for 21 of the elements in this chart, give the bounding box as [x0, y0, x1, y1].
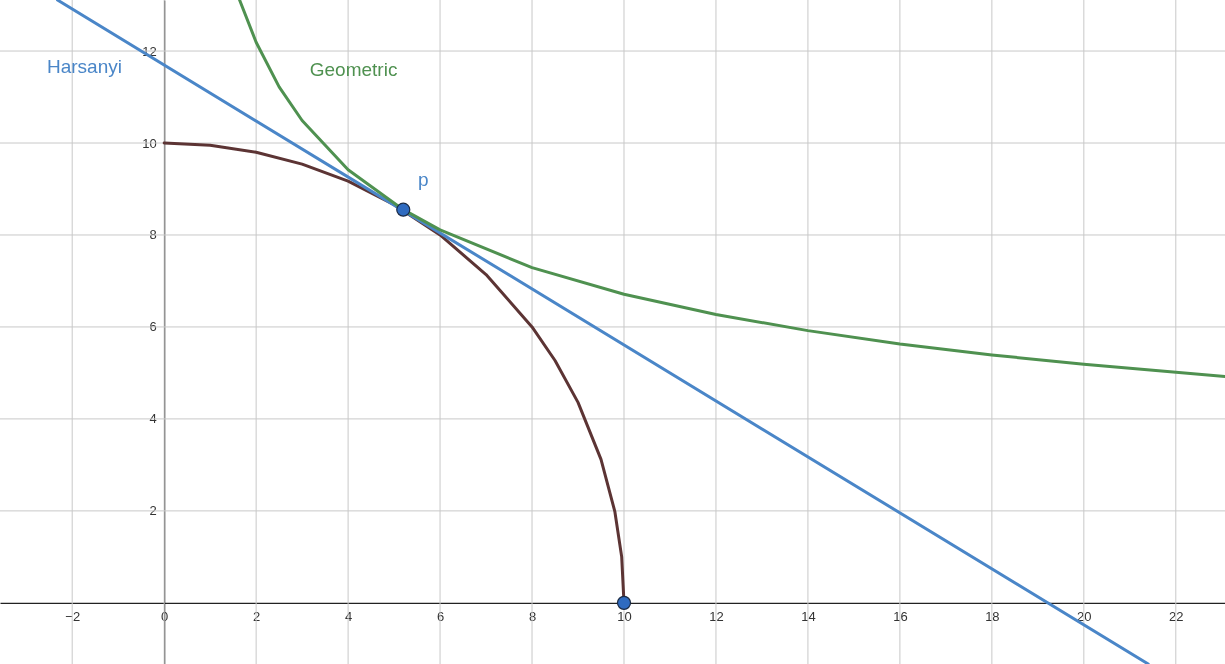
y-tick-label: 10 [142, 135, 157, 151]
x-tick-label: 20 [1077, 609, 1092, 625]
y-tick-label: 2 [149, 503, 157, 519]
series-label: Geometric [309, 59, 398, 80]
x-tick-label: 22 [1169, 609, 1184, 625]
y-tick-label: 6 [149, 319, 157, 335]
annotation: p [417, 168, 429, 190]
y-tick-label: 4 [149, 411, 157, 427]
x-tick-label: 16 [893, 609, 908, 625]
x-tick-label: 8 [528, 609, 537, 625]
line-series [238, 0, 1225, 379]
x-tick-label: 4 [344, 609, 353, 625]
x-tick-label: −2 [65, 609, 81, 625]
x-tick-label: 12 [709, 609, 724, 625]
series-label: Harsanyi [46, 56, 122, 77]
x-tick-label: 14 [801, 609, 816, 625]
y-tick-label: 8 [149, 227, 157, 243]
x-tick-label: 18 [985, 609, 1000, 625]
x-tick-label: 6 [436, 609, 445, 625]
x-tick-label: 10 [617, 609, 632, 625]
x-tick-label: 2 [253, 609, 261, 625]
